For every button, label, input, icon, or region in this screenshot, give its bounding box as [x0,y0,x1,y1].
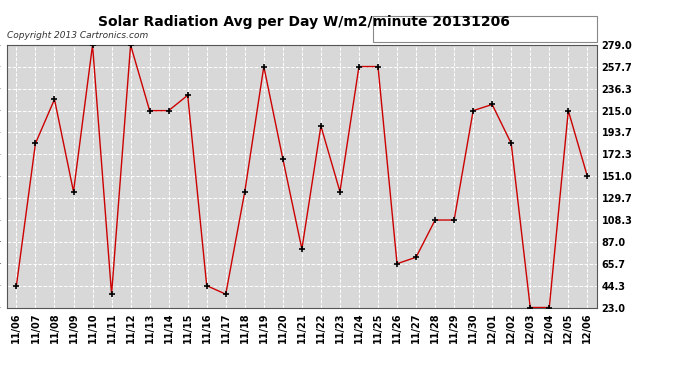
Text: Solar Radiation Avg per Day W/m2/minute 20131206: Solar Radiation Avg per Day W/m2/minute … [98,15,509,29]
Text: Copyright 2013 Cartronics.com: Copyright 2013 Cartronics.com [7,31,148,40]
